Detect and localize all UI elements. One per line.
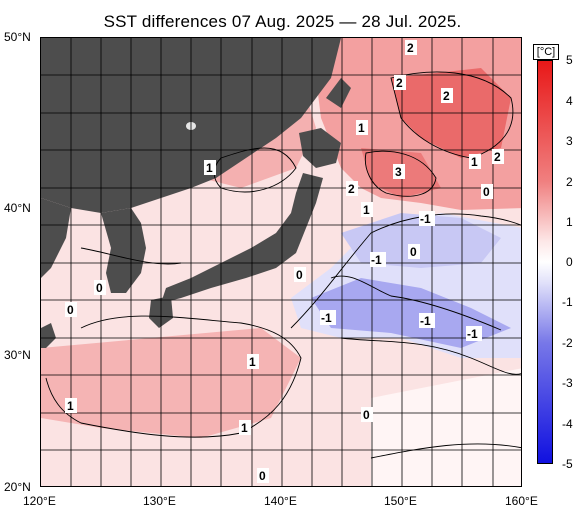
colorbar — [537, 60, 553, 464]
contour-label: 0 — [483, 185, 490, 199]
lat-label-40n: 40°N — [4, 201, 31, 215]
lon-label-140e: 140°E — [264, 494, 297, 508]
map-canvas: 2 2 2 1 1 2 3 1 2 0 1 -1 0 -1 0 0 -1 -1 … — [41, 38, 521, 486]
colorbar-tick: 2 — [566, 175, 573, 189]
contour-label: 2 — [348, 182, 355, 196]
contour-label: -1 — [371, 253, 382, 267]
contour-label: 1 — [471, 155, 478, 169]
colorbar-tick: 3 — [566, 134, 573, 148]
contour-label: 0 — [96, 281, 103, 295]
contour-label: 1 — [206, 161, 213, 175]
colorbar-tick: -5 — [562, 457, 573, 471]
contour-label: 1 — [67, 399, 74, 413]
contour-label: 2 — [443, 89, 450, 103]
contour-label: 0 — [259, 469, 266, 483]
contour-label: 3 — [395, 165, 402, 179]
china-coast — [41, 198, 71, 278]
lat-label-20n: 20°N — [4, 480, 31, 494]
lon-label-120e: 120°E — [23, 494, 56, 508]
neutral-region-southeast — [371, 368, 521, 486]
taiwan — [41, 323, 56, 348]
lon-label-160e: 160°E — [505, 494, 538, 508]
graticule — [41, 38, 521, 486]
contour-label: 2 — [494, 150, 501, 164]
contour-value-labels: 2 2 2 1 1 2 3 1 2 0 1 -1 0 -1 0 0 -1 -1 … — [65, 40, 504, 483]
lon-label-130e: 130°E — [143, 494, 176, 508]
contour-lines — [45, 71, 521, 459]
colorbar-tick: 1 — [566, 215, 573, 229]
contour-label: 1 — [241, 421, 248, 435]
contour-label: 1 — [363, 203, 370, 217]
colorbar-tick: 0 — [566, 255, 573, 269]
warm-anomaly-region-south — [41, 328, 301, 438]
sst-difference-map: 2 2 2 1 1 2 3 1 2 0 1 -1 0 -1 0 0 -1 -1 … — [40, 37, 522, 487]
lon-label-150e: 150°E — [384, 494, 417, 508]
contour-label: 1 — [358, 121, 365, 135]
contour-label: -1 — [420, 314, 431, 328]
sakhalin — [326, 78, 351, 108]
colorbar-unit-label: [°C] — [533, 44, 559, 60]
hokkaido — [299, 128, 341, 168]
contour-label: 1 — [249, 355, 256, 369]
contour-label: -1 — [467, 327, 478, 341]
colorbar-tick: -4 — [562, 417, 573, 431]
honshu — [161, 173, 323, 303]
lat-label-50n: 50°N — [4, 30, 31, 44]
korean-peninsula — [101, 208, 146, 293]
colorbar-tick: -3 — [562, 376, 573, 390]
contour-label: 0 — [296, 268, 303, 282]
colorbar-tick: 5 — [566, 53, 573, 67]
colorbar-tick: 4 — [566, 94, 573, 108]
contour-label: 0 — [363, 408, 370, 422]
contour-label: 0 — [410, 245, 417, 259]
contour-label: 2 — [407, 41, 414, 55]
contour-label: 0 — [67, 303, 74, 317]
colorbar-tick: -2 — [562, 336, 573, 350]
contour-label: -1 — [321, 311, 332, 325]
map-title: SST differences 07 Aug. 2025 — 28 Jul. 2… — [103, 12, 462, 31]
colorbar-tick: -1 — [562, 295, 573, 309]
contour-label: -1 — [420, 212, 431, 226]
moderate-cool-anomaly-region — [311, 278, 511, 348]
lat-label-30n: 30°N — [4, 348, 31, 362]
contour-label: 2 — [396, 76, 403, 90]
